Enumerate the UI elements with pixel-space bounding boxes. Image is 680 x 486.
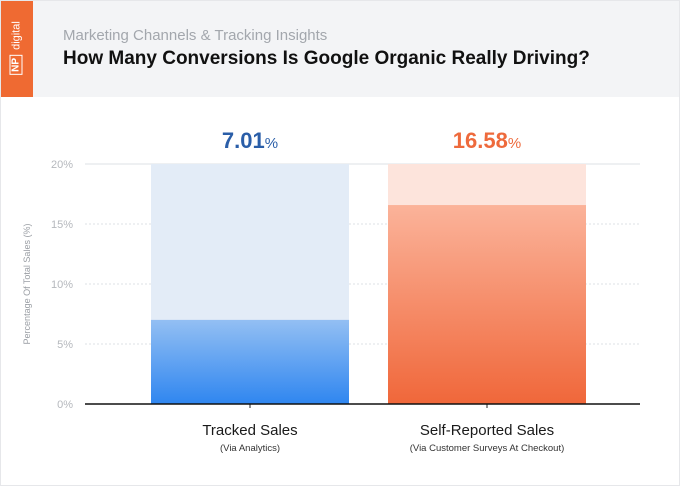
y-tick-label: 10% (51, 279, 73, 291)
data-label: 7.01% (222, 128, 278, 153)
chart-subtitle: Marketing Channels & Tracking Insights (63, 27, 328, 44)
x-tick-sublabel: (Via Customer Surveys At Checkout) (410, 443, 565, 454)
y-tick-label: 20% (51, 159, 73, 171)
bar (388, 205, 586, 404)
np-digital-logo: NP digital (0, 0, 33, 97)
x-tick-sublabel: (Via Analytics) (220, 443, 280, 454)
y-axis-label: Percentage Of Total Sales (%) (22, 224, 32, 345)
chart-title: How Many Conversions Is Google Organic R… (63, 48, 590, 69)
x-tick-label: Self-Reported Sales (420, 422, 554, 439)
x-tick-label: Tracked Sales (202, 422, 297, 439)
header: NP digital Marketing Channels & Tracking … (0, 0, 680, 97)
y-tick-label: 5% (57, 339, 73, 351)
y-tick-label: 0% (57, 399, 73, 411)
bar (151, 319, 349, 404)
y-tick-label: 15% (51, 219, 73, 231)
data-label: 16.58% (453, 128, 521, 153)
